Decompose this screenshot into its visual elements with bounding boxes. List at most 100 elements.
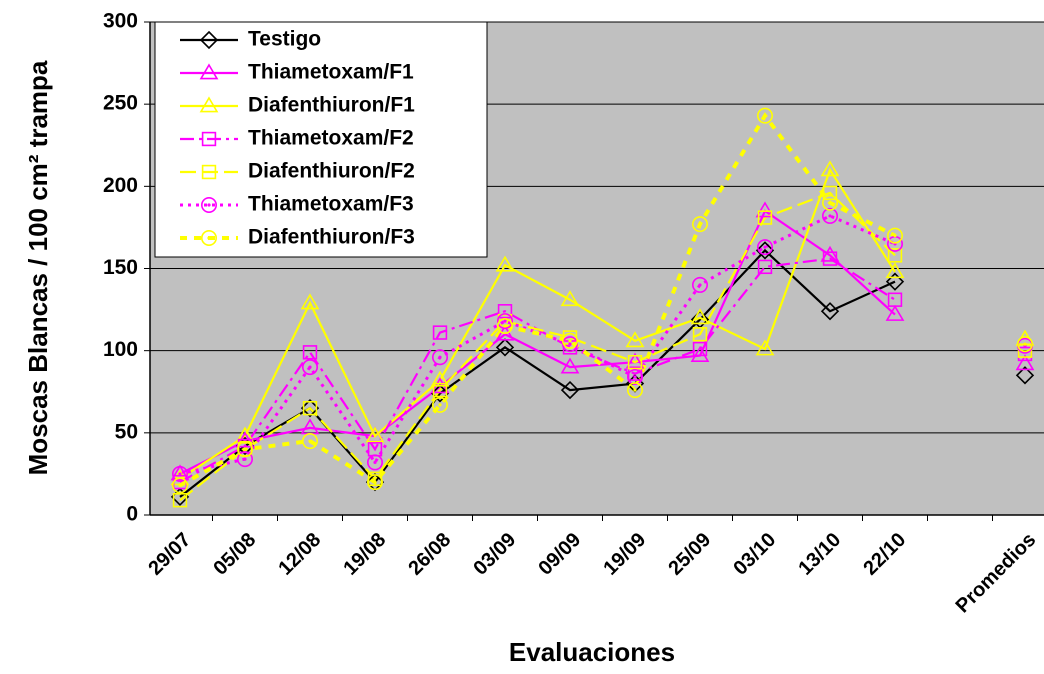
marker [365, 473, 385, 492]
marker-dot [503, 319, 507, 323]
marker-ring [431, 396, 448, 413]
marker-ring [1016, 336, 1033, 353]
marker-dot [308, 365, 312, 369]
marker [495, 255, 515, 272]
marker-dot [243, 457, 247, 461]
marker [691, 216, 708, 233]
marker-ring [201, 230, 218, 247]
legend-label: Diafenthiuron/F2 [248, 160, 415, 183]
marker [626, 382, 643, 399]
legend-label: Diafenthiuron/F1 [248, 94, 415, 117]
marker [692, 341, 708, 357]
marker [560, 357, 580, 374]
marker-dot [763, 245, 767, 249]
marker-ring [626, 382, 643, 399]
marker-dot [243, 447, 247, 451]
marker-dot [438, 355, 442, 359]
legend-label: Diafenthiuron/F3 [248, 226, 415, 249]
marker [1015, 354, 1035, 371]
marker [496, 318, 513, 335]
marker [201, 230, 218, 247]
marker [495, 338, 515, 357]
marker-ring [366, 454, 383, 471]
x-tick-label: 19/08 [339, 529, 390, 580]
marker [820, 302, 840, 321]
marker [237, 451, 254, 468]
marker-ring [237, 441, 254, 458]
marker [301, 433, 318, 450]
x-axis-label: Evaluaciones [509, 637, 675, 667]
marker [172, 477, 189, 494]
marker-ring [301, 433, 318, 450]
marker [172, 493, 188, 508]
marker [300, 399, 320, 418]
marker-dot [1023, 342, 1027, 346]
marker [365, 426, 385, 443]
marker [756, 239, 773, 256]
marker-dot [698, 222, 702, 226]
y-tick-label: 100 [103, 338, 138, 361]
marker [432, 325, 448, 340]
marker [432, 382, 448, 398]
marker-dot [568, 342, 572, 346]
x-tick-label: 26/08 [404, 529, 455, 580]
marker-dot [373, 480, 377, 484]
y-tick-label: 50 [115, 420, 138, 443]
marker [495, 324, 515, 341]
marker [690, 346, 710, 362]
marker [757, 210, 773, 225]
marker-dot [207, 236, 211, 240]
marker [887, 248, 903, 263]
marker [430, 370, 450, 387]
marker [1016, 336, 1033, 353]
marker [820, 245, 840, 262]
x-tick-label: 09/09 [534, 529, 585, 580]
marker [627, 354, 643, 370]
marker [626, 368, 643, 385]
marker [821, 194, 838, 211]
marker [560, 290, 580, 307]
x-tick-label: 12/08 [274, 529, 325, 580]
y-tick-label: 0 [126, 503, 138, 526]
marker-ring [756, 239, 773, 256]
x-tick-label: 22/10 [859, 529, 910, 580]
y-tick-label: 200 [103, 174, 138, 197]
marker [497, 304, 513, 319]
legend-label: Thiametoxam/F2 [248, 127, 414, 150]
marker [431, 349, 448, 366]
marker [755, 201, 775, 218]
marker-dot [207, 203, 211, 207]
marker [887, 292, 903, 307]
marker-dot [503, 324, 507, 328]
marker [885, 272, 905, 291]
marker-ring [496, 318, 513, 335]
x-tick-label: 03/09 [469, 529, 520, 580]
marker [430, 384, 450, 403]
marker [691, 276, 708, 293]
y-tick-label: 300 [103, 10, 138, 33]
marker-dot [438, 403, 442, 407]
x-tick-label: Promedios [952, 529, 1041, 618]
marker [820, 160, 840, 177]
marker [821, 207, 838, 224]
marker [237, 441, 254, 458]
marker [431, 396, 448, 413]
marker [199, 96, 219, 113]
legend-label: Thiametoxam/F3 [248, 193, 414, 216]
marker-ring [756, 107, 773, 124]
x-tick-label: 03/10 [729, 529, 780, 580]
marker-ring [237, 451, 254, 468]
marker-dot [698, 283, 702, 287]
marker [201, 131, 217, 147]
marker [172, 465, 189, 482]
marker-ring [561, 332, 578, 349]
marker [561, 332, 578, 349]
marker [302, 400, 318, 416]
legend-label: Thiametoxam/F1 [248, 61, 414, 84]
marker [300, 293, 320, 310]
marker-dot [828, 214, 832, 218]
y-tick-label: 150 [103, 256, 138, 279]
y-tick-label: 250 [103, 92, 138, 115]
x-tick-label: 29/07 [144, 529, 195, 580]
